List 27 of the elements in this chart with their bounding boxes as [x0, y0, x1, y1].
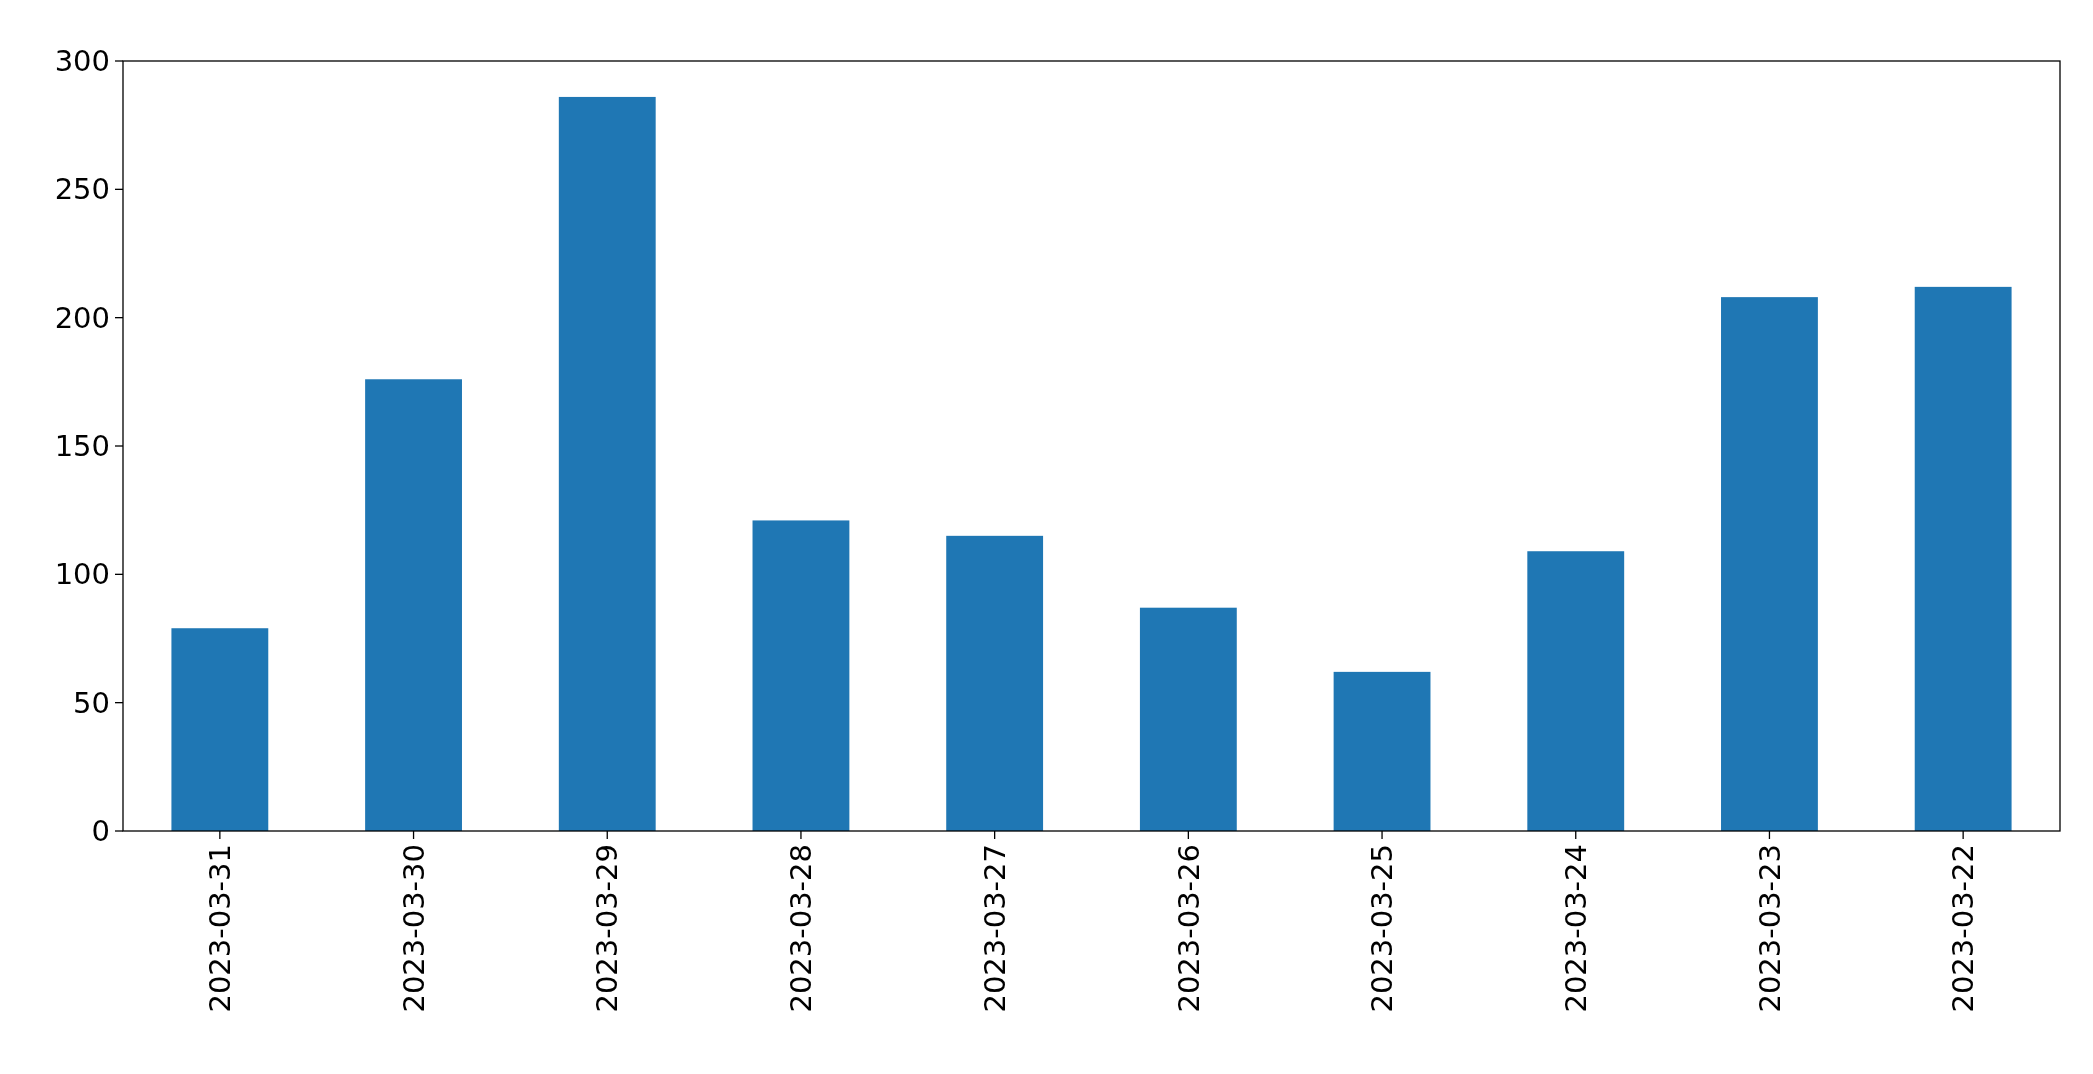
- y-tick-label: 100: [54, 557, 110, 592]
- y-tick-label: 300: [54, 44, 110, 79]
- x-tick-label: 2023-03-25: [1365, 844, 1400, 1013]
- y-tick-label: 150: [54, 429, 110, 464]
- bar: [1721, 297, 1818, 831]
- x-tick-label: 2023-03-31: [203, 844, 237, 1013]
- y-tick-label: 0: [91, 814, 110, 849]
- bar: [365, 379, 462, 831]
- bar: [1527, 551, 1625, 831]
- x-tick-label: 2023-03-29: [590, 844, 625, 1013]
- x-tick-label: 2023-03-26: [1171, 844, 1206, 1013]
- y-tick-label: 50: [73, 685, 110, 720]
- bar: [946, 535, 1044, 831]
- x-tick-label: 2023-03-28: [784, 844, 819, 1013]
- x-tick-label: 2023-03-23: [1752, 844, 1787, 1013]
- x-tick-label: 2023-03-30: [396, 844, 431, 1013]
- bar: [1333, 671, 1431, 831]
- bar: [1139, 607, 1237, 831]
- x-tick-label: 2023-03-27: [977, 844, 1012, 1013]
- y-tick-label: 200: [54, 300, 110, 335]
- x-tick-label: 2023-03-24: [1558, 844, 1593, 1013]
- bar: [752, 520, 850, 831]
- y-tick-label: 250: [54, 172, 110, 207]
- x-tick-label: 2023-03-22: [1946, 844, 1981, 1013]
- bar: [1914, 286, 2012, 831]
- bar: [558, 96, 656, 831]
- bar: [171, 628, 269, 831]
